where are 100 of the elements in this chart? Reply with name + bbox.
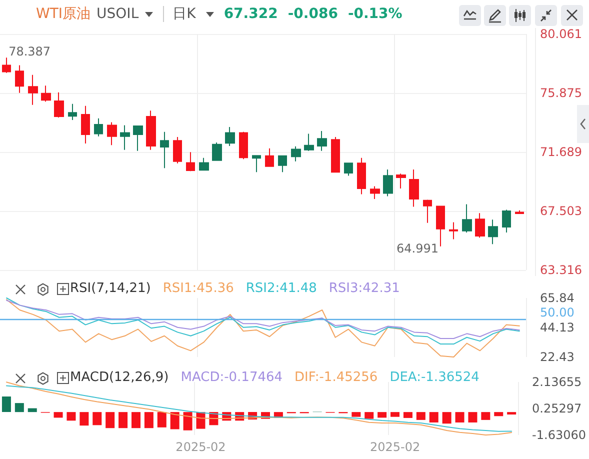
candlestick bbox=[2, 57, 11, 74]
candlestick bbox=[28, 74, 38, 106]
candlestick bbox=[462, 204, 472, 233]
bar bbox=[468, 412, 478, 422]
y-tick-label: 63.316 bbox=[540, 263, 582, 277]
series-label: RSI2:41.48 bbox=[246, 281, 317, 296]
bar bbox=[106, 412, 115, 428]
candlestick bbox=[475, 212, 485, 238]
candlestick bbox=[94, 118, 103, 137]
candlestick bbox=[265, 148, 274, 168]
candlestick bbox=[146, 110, 156, 150]
bar bbox=[14, 403, 24, 412]
x-tick-label: 2025-02 bbox=[370, 440, 420, 454]
bar bbox=[80, 412, 89, 426]
bar bbox=[507, 412, 516, 415]
bar bbox=[390, 412, 400, 417]
bar bbox=[2, 396, 11, 412]
bar bbox=[442, 412, 452, 424]
y-tick-label: 0.25297 bbox=[532, 402, 582, 416]
text: MACD:-0.17464 bbox=[180, 370, 283, 385]
bar bbox=[66, 412, 76, 421]
text: 日K bbox=[172, 5, 196, 23]
x-tick-label: 2025-02 bbox=[176, 440, 226, 454]
line-series bbox=[6, 298, 520, 345]
y-tick-label: 75.875 bbox=[540, 86, 582, 100]
candlestick bbox=[199, 157, 209, 171]
candlestick bbox=[81, 105, 90, 144]
candlestick bbox=[186, 152, 195, 172]
candlestick bbox=[120, 124, 130, 150]
chart-title: WTI原油 bbox=[36, 5, 91, 23]
bar bbox=[170, 412, 180, 430]
text: -0.13% bbox=[348, 6, 402, 22]
y-tick-label: 80.061 bbox=[540, 27, 582, 41]
y-tick-label: 2.13655 bbox=[532, 375, 582, 389]
candlestick bbox=[436, 206, 445, 247]
ref-line-label: 50.00 bbox=[540, 306, 574, 320]
candlestick bbox=[173, 136, 182, 164]
candlestick bbox=[160, 131, 169, 169]
candlestick bbox=[344, 162, 353, 176]
text: DEA:-1.36524 bbox=[390, 370, 480, 385]
candlestick bbox=[278, 155, 287, 173]
candlestick bbox=[423, 199, 432, 224]
bar bbox=[157, 412, 166, 428]
candlestick bbox=[357, 157, 366, 195]
candlestick bbox=[68, 103, 77, 120]
line-series bbox=[6, 300, 520, 339]
candlestick bbox=[396, 173, 406, 189]
candlestick bbox=[488, 219, 498, 245]
candlestick bbox=[515, 210, 524, 214]
y-tick-label: 71.689 bbox=[540, 144, 582, 159]
line-series bbox=[6, 299, 520, 358]
annotation: 64.991 bbox=[396, 241, 439, 256]
text: -0.086 bbox=[288, 6, 338, 22]
bar bbox=[352, 412, 361, 417]
candlestick bbox=[133, 126, 143, 152]
bar bbox=[378, 412, 387, 418]
series-label: RSI3:42.31 bbox=[328, 281, 400, 296]
candlestick bbox=[107, 122, 117, 146]
chart-title: RSI(7,14,21) bbox=[70, 281, 151, 296]
y-tick-label: -1.63060 bbox=[532, 428, 586, 442]
candlestick bbox=[304, 133, 314, 152]
candlestick bbox=[449, 222, 458, 240]
bar bbox=[118, 412, 128, 428]
y-tick-label: 67.503 bbox=[540, 204, 582, 218]
candlestick bbox=[54, 92, 64, 118]
candlestick bbox=[502, 209, 511, 233]
candlestick bbox=[15, 64, 24, 94]
candlestick bbox=[291, 146, 301, 162]
bar bbox=[131, 412, 140, 428]
bar bbox=[364, 412, 374, 419]
bar bbox=[54, 412, 63, 418]
text: DIF:-1.45256 bbox=[294, 370, 378, 385]
bar bbox=[494, 412, 504, 416]
y-tick-label: 44.13 bbox=[540, 320, 574, 335]
bar bbox=[92, 412, 102, 426]
annotation: 78.387 bbox=[8, 44, 51, 59]
bar bbox=[429, 412, 438, 422]
y-tick-label: 65.84 bbox=[540, 291, 574, 305]
candlestick bbox=[317, 130, 327, 152]
candlestick bbox=[41, 85, 51, 102]
bar bbox=[183, 412, 192, 430]
series-label: RSI1:45.36 bbox=[162, 281, 234, 296]
chart-title: MACD(12,26,9) bbox=[70, 370, 169, 385]
candlestick bbox=[252, 154, 261, 173]
bar bbox=[416, 412, 426, 420]
candlestick bbox=[212, 142, 222, 161]
candlestick bbox=[225, 126, 235, 147]
y-tick-label: 22.43 bbox=[540, 350, 574, 364]
bar bbox=[144, 412, 154, 428]
text: 67.322 bbox=[224, 6, 278, 22]
candlestick bbox=[331, 136, 340, 173]
bar bbox=[455, 412, 464, 422]
candlestick bbox=[370, 186, 380, 200]
chart-subtitle: USOIL bbox=[96, 6, 139, 22]
bar bbox=[28, 408, 37, 412]
bar bbox=[403, 412, 412, 418]
candlestick bbox=[409, 168, 419, 208]
candlestick bbox=[239, 131, 248, 160]
bar bbox=[481, 412, 490, 420]
candlestick bbox=[383, 168, 393, 197]
